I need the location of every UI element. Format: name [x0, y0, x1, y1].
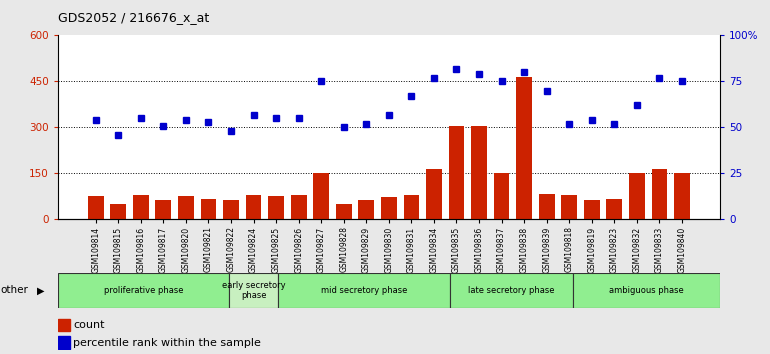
Bar: [88, 196, 104, 219]
Bar: [450, 273, 573, 308]
Bar: [539, 194, 554, 219]
Text: proliferative phase: proliferative phase: [104, 286, 183, 295]
Bar: [268, 196, 284, 219]
Text: ▶: ▶: [37, 285, 45, 295]
Bar: [110, 204, 126, 219]
Text: late secretory phase: late secretory phase: [468, 286, 554, 295]
Bar: [58, 273, 229, 308]
Bar: [674, 173, 690, 219]
Bar: [336, 204, 352, 219]
Bar: [381, 198, 397, 219]
Text: count: count: [73, 320, 105, 330]
Text: percentile rank within the sample: percentile rank within the sample: [73, 338, 261, 348]
Text: other: other: [1, 285, 28, 295]
Text: GDS2052 / 216676_x_at: GDS2052 / 216676_x_at: [58, 11, 209, 24]
Bar: [494, 173, 510, 219]
Bar: [607, 199, 622, 219]
Bar: [403, 195, 420, 219]
Bar: [223, 200, 239, 219]
Bar: [246, 195, 262, 219]
Bar: [651, 169, 668, 219]
Bar: [133, 195, 149, 219]
Bar: [629, 173, 644, 219]
Bar: [178, 196, 194, 219]
Bar: [279, 273, 450, 308]
Bar: [58, 319, 69, 331]
Bar: [200, 199, 216, 219]
Bar: [291, 195, 306, 219]
Bar: [58, 336, 69, 349]
Bar: [426, 169, 442, 219]
Bar: [358, 200, 374, 219]
Bar: [471, 126, 487, 219]
Text: mid secretory phase: mid secretory phase: [321, 286, 407, 295]
Bar: [313, 173, 329, 219]
Bar: [449, 126, 464, 219]
Text: ambiguous phase: ambiguous phase: [609, 286, 684, 295]
Text: early secretory
phase: early secretory phase: [222, 281, 286, 300]
Bar: [229, 273, 279, 308]
Bar: [584, 200, 600, 219]
Bar: [561, 195, 578, 219]
Bar: [156, 200, 171, 219]
Bar: [573, 273, 720, 308]
Bar: [516, 77, 532, 219]
